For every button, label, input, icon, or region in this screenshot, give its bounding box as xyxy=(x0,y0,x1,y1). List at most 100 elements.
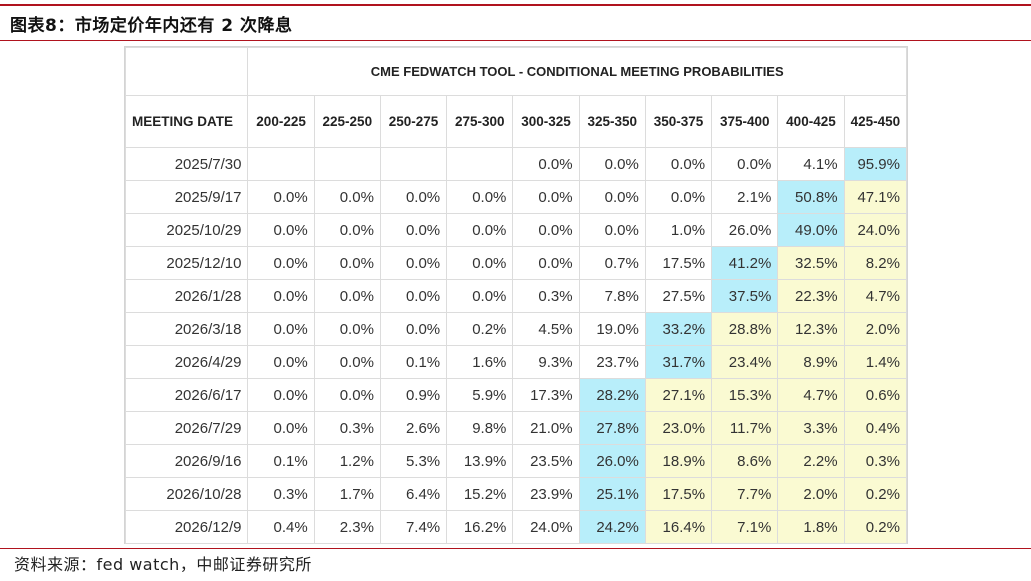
meeting-date-cell: 2025/7/30 xyxy=(124,147,249,181)
probability-cell: 0.0% xyxy=(247,312,315,346)
probability-cell: 0.0% xyxy=(711,147,779,181)
table-row: 2026/12/9 0.4% 2.3% 7.4% 16.2% 24.0% 24.2% 16.4… xyxy=(124,510,908,544)
probability-cell: 0.2% xyxy=(446,312,514,346)
probability-cell: 0.7% xyxy=(578,246,646,280)
probability-cell: 0.4% xyxy=(247,510,315,544)
probability-cell: 15.3% xyxy=(711,378,779,412)
probability-cell: 27.8% xyxy=(578,411,646,445)
probability-cell: 0.1% xyxy=(379,345,448,379)
table-row: 2026/1/28 0.0% 0.0% 0.0% 0.0% 0.3% 7.8% 27.5% 37… xyxy=(124,279,908,313)
probability-cell: 27.1% xyxy=(644,378,713,412)
probability-cell: 50.8% xyxy=(777,180,845,214)
probability-cell: 0.0% xyxy=(313,312,381,346)
probability-cell: 0.0% xyxy=(446,246,514,280)
probability-table-frame: CME FEDWATCH TOOL - CONDITIONAL MEETING … xyxy=(124,46,908,544)
table-row: 2025/12/10 0.0% 0.0% 0.0% 0.0% 0.0% 0.7% 17.5% 4… xyxy=(124,246,908,280)
meeting-date-cell: 2026/7/29 xyxy=(124,411,249,445)
probability-cell: 15.2% xyxy=(446,477,514,511)
probability-cell xyxy=(446,147,514,181)
table-row: 2026/4/29 0.0% 0.0% 0.1% 1.6% 9.3% 23.7% 31.7% 2… xyxy=(124,345,908,379)
probability-cell: 1.0% xyxy=(644,213,713,247)
meeting-date-cell: 2026/10/28 xyxy=(124,477,249,511)
probability-cell xyxy=(313,147,381,181)
probability-cell: 0.0% xyxy=(379,279,448,313)
probability-cell: 26.0% xyxy=(711,213,779,247)
column-header: 375-400 xyxy=(711,95,779,148)
probability-cell: 28.8% xyxy=(711,312,779,346)
probability-cell: 47.1% xyxy=(843,180,908,214)
probability-cell: 0.3% xyxy=(313,411,381,445)
probability-cell: 5.9% xyxy=(446,378,514,412)
probability-cell: 8.6% xyxy=(711,444,779,478)
probability-cell: 16.2% xyxy=(446,510,514,544)
probability-cell: 8.9% xyxy=(777,345,845,379)
probability-cell: 2.3% xyxy=(313,510,381,544)
table-row: 2025/9/17 0.0% 0.0% 0.0% 0.0% 0.0% 0.0% 0.0% 2.1… xyxy=(124,180,908,214)
probability-cell: 1.4% xyxy=(843,345,908,379)
probability-cell: 0.0% xyxy=(247,378,315,412)
probability-cell: 0.0% xyxy=(247,345,315,379)
probability-cell: 0.0% xyxy=(644,147,713,181)
probability-cell: 17.5% xyxy=(644,477,713,511)
probability-cell: 2.0% xyxy=(777,477,845,511)
probability-cell: 23.5% xyxy=(512,444,580,478)
probability-cell: 16.4% xyxy=(644,510,713,544)
probability-cell: 8.2% xyxy=(843,246,908,280)
probability-cell: 0.0% xyxy=(578,213,646,247)
probability-cell: 17.5% xyxy=(644,246,713,280)
column-header: 200-225 xyxy=(247,95,315,148)
table-row: 2026/10/28 0.3% 1.7% 6.4% 15.2% 23.9% 25.1% 17.… xyxy=(124,477,908,511)
column-header: 300-325 xyxy=(512,95,580,148)
probability-cell: 4.7% xyxy=(843,279,908,313)
probability-cell: 0.0% xyxy=(313,345,381,379)
probability-cell: 0.0% xyxy=(446,213,514,247)
probability-cell: 4.5% xyxy=(512,312,580,346)
probability-cell: 0.0% xyxy=(578,147,646,181)
table-title: CME FEDWATCH TOOL - CONDITIONAL MEETING … xyxy=(247,47,907,96)
probability-cell: 95.9% xyxy=(843,147,908,181)
probability-cell: 28.2% xyxy=(578,378,646,412)
column-header: 275-300 xyxy=(446,95,514,148)
column-header: 425-450 xyxy=(843,95,908,148)
probability-cell: 26.0% xyxy=(578,444,646,478)
probability-cell: 0.0% xyxy=(379,213,448,247)
probability-cell: 0.0% xyxy=(247,180,315,214)
probability-cell: 0.0% xyxy=(512,180,580,214)
meeting-date-cell: 2025/9/17 xyxy=(124,180,249,214)
probability-cell: 0.3% xyxy=(843,444,908,478)
probability-cell: 6.4% xyxy=(379,477,448,511)
probability-cell: 1.2% xyxy=(313,444,381,478)
probability-cell: 0.0% xyxy=(313,378,381,412)
probability-cell: 17.3% xyxy=(512,378,580,412)
column-header: 400-425 xyxy=(777,95,845,148)
table-row: 2026/9/16 0.1% 1.2% 5.3% 13.9% 23.5% 26.0% 18.9… xyxy=(124,444,908,478)
probability-cell: 41.2% xyxy=(711,246,779,280)
probability-cell: 0.2% xyxy=(843,477,908,511)
column-header: 350-375 xyxy=(644,95,713,148)
probability-table: CME FEDWATCH TOOL - CONDITIONAL MEETING … xyxy=(124,47,908,544)
probability-cell: 2.1% xyxy=(711,180,779,214)
probability-cell: 5.3% xyxy=(379,444,448,478)
probability-cell: 2.6% xyxy=(379,411,448,445)
table-row: 2025/7/30 0.0% 0.0% 0.0% 0.0% 4.1% 95.9% xyxy=(124,147,908,181)
probability-cell: 0.0% xyxy=(446,279,514,313)
probability-cell: 0.0% xyxy=(512,246,580,280)
meeting-date-cell: 2026/12/9 xyxy=(124,510,249,544)
probability-cell: 11.7% xyxy=(711,411,779,445)
row-header: MEETING DATE xyxy=(124,95,249,148)
probability-cell: 0.9% xyxy=(379,378,448,412)
probability-cell: 18.9% xyxy=(644,444,713,478)
source-note: 资料来源：fed watch，中邮证券研究所 xyxy=(14,555,312,574)
column-header: 225-250 xyxy=(313,95,381,148)
probability-cell: 37.5% xyxy=(711,279,779,313)
probability-cell: 31.7% xyxy=(644,345,713,379)
probability-cell: 0.0% xyxy=(247,213,315,247)
probability-cell: 24.0% xyxy=(512,510,580,544)
probability-cell: 0.0% xyxy=(512,213,580,247)
probability-cell: 0.0% xyxy=(379,180,448,214)
table-row: 2026/6/17 0.0% 0.0% 0.9% 5.9% 17.3% 28.2% 27.1%… xyxy=(124,378,908,412)
probability-cell: 3.3% xyxy=(777,411,845,445)
probability-cell: 7.1% xyxy=(711,510,779,544)
probability-cell: 0.0% xyxy=(247,279,315,313)
probability-cell: 7.7% xyxy=(711,477,779,511)
